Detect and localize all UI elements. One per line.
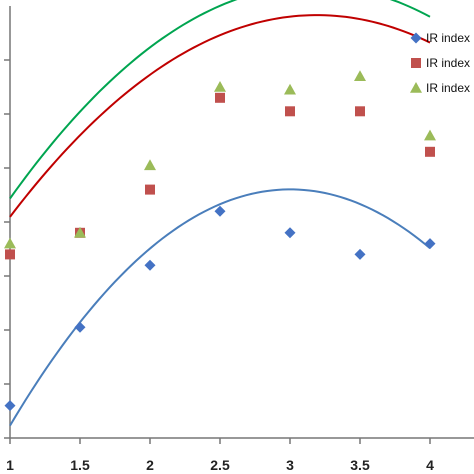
data-point — [424, 238, 436, 250]
data-markers — [4, 70, 436, 412]
trendline — [9, 188, 431, 427]
data-point — [144, 259, 156, 271]
data-point — [214, 81, 226, 92]
data-point — [74, 226, 86, 238]
x-tick-label: 3.5 — [350, 457, 370, 473]
data-point — [4, 237, 16, 249]
data-point — [4, 400, 16, 412]
x-tick-label: 1.5 — [70, 457, 90, 473]
data-point — [214, 205, 226, 217]
data-point — [355, 106, 365, 117]
legend-marker — [411, 58, 421, 68]
data-point — [284, 83, 296, 95]
x-tick-label: 2.5 — [210, 457, 230, 473]
data-point — [215, 92, 225, 103]
data-point — [145, 184, 155, 195]
data-point — [424, 129, 436, 141]
trendline — [9, 0, 431, 200]
data-point — [425, 146, 435, 157]
axes: 1 1.5 2 2.5 3 3.5 4 — [4, 6, 474, 473]
legend-marker — [410, 32, 422, 44]
data-point — [354, 70, 366, 81]
x-tick-label: 3 — [286, 457, 294, 473]
legend: IR index IR index IR index — [410, 31, 470, 95]
data-point — [284, 227, 296, 239]
data-point — [354, 248, 366, 260]
x-tick-label: 2 — [146, 457, 154, 473]
trendline — [9, 14, 431, 218]
legend-label: IR index — [426, 31, 470, 45]
data-point — [74, 321, 86, 333]
data-point — [5, 249, 15, 260]
legend-label: IR index — [426, 81, 470, 95]
data-point — [285, 106, 295, 117]
legend-marker — [410, 82, 422, 93]
x-tick-label: 1 — [6, 457, 14, 473]
x-tick-label: 4 — [426, 457, 434, 473]
data-point — [144, 159, 156, 171]
legend-label: IR index — [426, 56, 470, 70]
